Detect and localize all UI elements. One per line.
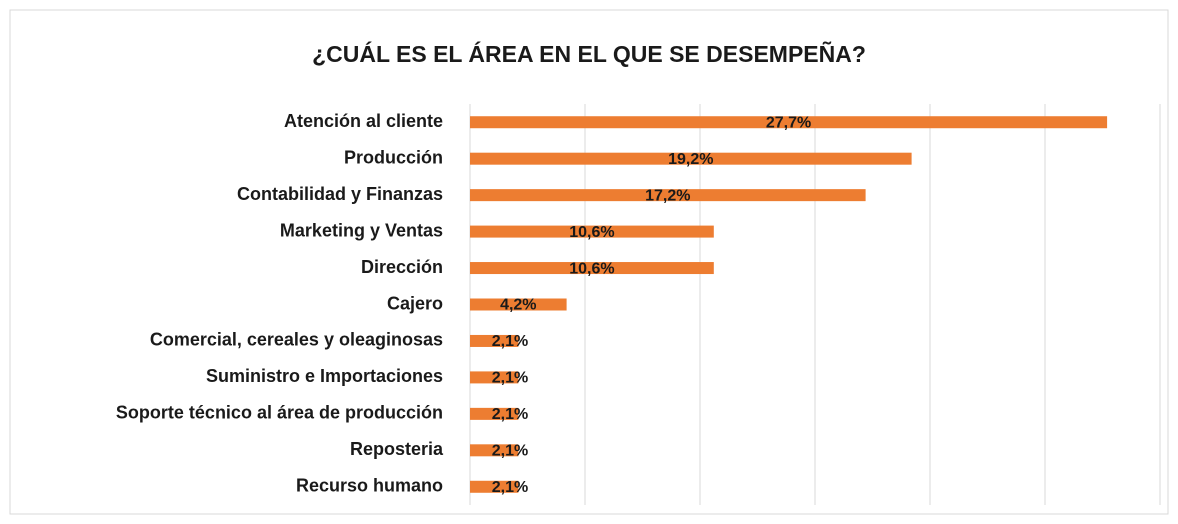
bar <box>470 262 714 275</box>
bar <box>470 225 714 238</box>
category-label: Soporte técnico al área de producción <box>116 403 443 423</box>
chart-border <box>9 9 1169 515</box>
data-label: 17,2% <box>645 187 690 204</box>
data-label: 19,2% <box>668 151 713 168</box>
data-label: 27,7% <box>766 114 811 131</box>
chart-title: ¿CUÁL ES EL ÁREA EN EL QUE SE DESEMPEÑA? <box>312 40 866 67</box>
category-label: Recurso humano <box>296 476 443 496</box>
category-label: Cajero <box>387 293 443 313</box>
category-label: Suministro e Importaciones <box>206 366 443 386</box>
data-label: 2,1% <box>492 443 528 460</box>
bar <box>470 189 866 202</box>
bar <box>470 371 519 384</box>
data-label: 2,1% <box>492 406 528 423</box>
data-label: 10,6% <box>569 224 614 241</box>
bar <box>470 444 519 457</box>
data-label: 2,1% <box>492 370 528 387</box>
category-label: Reposteria <box>350 439 444 459</box>
category-label: Dirección <box>361 257 443 277</box>
bar <box>470 116 1108 129</box>
category-label: Producción <box>344 147 443 167</box>
data-label: 10,6% <box>569 260 614 277</box>
bar <box>470 334 519 347</box>
data-label: 2,1% <box>492 333 528 350</box>
bar <box>470 407 519 420</box>
data-label: 2,1% <box>492 479 528 496</box>
category-label: Atención al cliente <box>284 111 443 131</box>
category-label: Marketing y Ventas <box>280 220 443 240</box>
bar <box>470 298 567 311</box>
category-label: Contabilidad y Finanzas <box>237 184 443 204</box>
bar <box>470 152 912 165</box>
data-label: 4,2% <box>500 297 536 314</box>
category-label: Comercial, cereales y oleaginosas <box>150 330 443 350</box>
bar <box>470 480 519 493</box>
